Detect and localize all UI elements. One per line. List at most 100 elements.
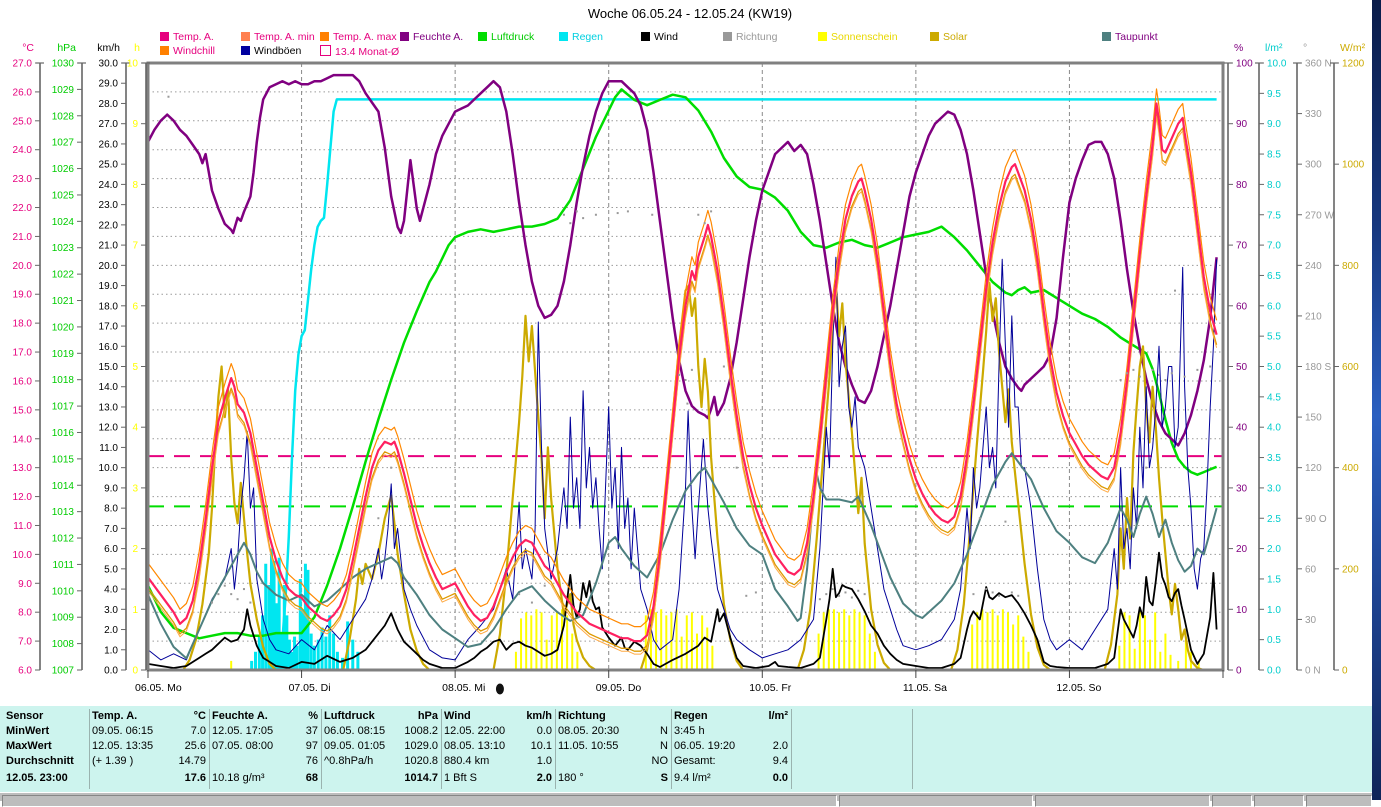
svg-text:0.0: 0.0 <box>1267 666 1281 677</box>
table-cell-value: 1029.0 <box>404 740 438 752</box>
legend-chip-icon <box>241 32 250 41</box>
wind-scale: 30.0 29.0 28.0 27.0 26.0 25.0 24.0 23.0 22.0 21.0… <box>97 42 130 677</box>
svg-text:12.0: 12.0 <box>13 492 33 503</box>
svg-text:15.0: 15.0 <box>13 405 33 416</box>
svg-text:10.0: 10.0 <box>13 550 33 561</box>
svg-text:0 N: 0 N <box>1305 666 1321 677</box>
moon-phase-icon <box>495 683 504 695</box>
svg-text:27.0: 27.0 <box>13 59 33 70</box>
table-row-header: Durchschnitt <box>6 755 74 767</box>
svg-text:1026: 1026 <box>52 164 75 175</box>
svg-text:20.0: 20.0 <box>13 261 33 272</box>
table-cell-value: 68 <box>305 772 318 784</box>
svg-text:1013: 1013 <box>52 507 75 518</box>
svg-text:19.0: 19.0 <box>99 281 119 292</box>
svg-text:270 W: 270 W <box>1305 210 1334 221</box>
table-cell-value: 9.4 <box>772 755 788 767</box>
plot-area[interactable] <box>148 63 1223 670</box>
svg-text:8: 8 <box>132 180 138 191</box>
desktop-background <box>1372 0 1381 800</box>
legend-chip-icon <box>641 32 650 41</box>
svg-text:1020: 1020 <box>52 322 75 333</box>
svg-text:24.0: 24.0 <box>13 145 33 156</box>
legend-chip-icon <box>478 32 487 41</box>
legend-chip-icon <box>723 32 732 41</box>
legend-chip-icon <box>160 46 169 55</box>
x-axis: 06.05. Mo 07.05. Di 08.05. Mi 09.05. Do 10.0… <box>135 670 1224 695</box>
svg-text:300: 300 <box>1305 160 1322 171</box>
legend-chip-icon <box>320 45 331 56</box>
table-divider <box>441 709 442 789</box>
humidity-scale-header: % <box>1234 42 1243 54</box>
legend-chip-icon <box>930 32 939 41</box>
table-cell-label: 9.4 l/m² <box>674 772 711 784</box>
svg-text:150: 150 <box>1305 413 1322 424</box>
legend-item-richtung: Richtung <box>723 31 777 43</box>
legend-chip-icon <box>160 32 169 41</box>
svg-text:26.0: 26.0 <box>99 139 119 150</box>
table-cell-label: 06.05. 08:15 <box>324 725 386 737</box>
day-label: 12.05. So <box>1056 682 1101 694</box>
svg-text:0: 0 <box>1342 666 1348 677</box>
svg-text:0: 0 <box>132 666 138 677</box>
svg-text:27.0: 27.0 <box>99 119 119 130</box>
svg-text:1021: 1021 <box>52 296 75 307</box>
svg-text:21.0: 21.0 <box>13 232 33 243</box>
svg-text:25.0: 25.0 <box>13 116 33 127</box>
table-cell-value: 76 <box>305 755 318 767</box>
svg-text:20: 20 <box>1236 544 1248 555</box>
svg-text:1015: 1015 <box>52 454 75 465</box>
pressure-scale: 1030 1029 1028 1027 1026 1025 1024 1023 1022 1021… <box>52 42 86 677</box>
table-cell-label: 06.05. 19:20 <box>674 740 736 752</box>
table-cell-value: 1008.2 <box>404 725 438 737</box>
svg-text:600: 600 <box>1342 362 1359 373</box>
svg-text:21.0: 21.0 <box>99 241 119 252</box>
legend-item-regen: Regen <box>559 31 603 43</box>
day-label: 10.05. Fr <box>749 682 792 694</box>
table-cell-value: 1014.7 <box>404 772 438 784</box>
svg-text:400: 400 <box>1342 463 1359 474</box>
svg-text:1027: 1027 <box>52 138 75 149</box>
weather-chart[interactable]: 27.026.025.024.023.022.021.020.019.018.0… <box>0 0 1372 700</box>
direction-scale: 360 N 330 300 270 W 240 210 180 S 150 120 90 O 60 3… <box>1293 42 1334 677</box>
table-cell-value: N <box>660 725 668 737</box>
svg-text:5.5: 5.5 <box>1267 332 1281 343</box>
svg-text:50: 50 <box>1236 362 1248 373</box>
svg-text:1200: 1200 <box>1342 59 1365 70</box>
svg-text:1017: 1017 <box>52 402 75 413</box>
svg-text:13.0: 13.0 <box>99 402 119 413</box>
svg-text:30: 30 <box>1305 615 1317 626</box>
table-cell-label: 880.4 km <box>444 755 490 767</box>
table-divider <box>912 709 913 789</box>
legend-item-wind: Wind <box>641 31 678 43</box>
svg-text:7.5: 7.5 <box>1267 210 1281 221</box>
table-cell-value: 1.0 <box>536 755 552 767</box>
svg-text:3.0: 3.0 <box>104 605 118 616</box>
svg-text:0: 0 <box>1236 666 1242 677</box>
table-cell-value: 10.1 <box>530 740 552 752</box>
table-cell-label: Gesamt: <box>674 755 716 767</box>
statusbar-panel <box>1306 795 1372 807</box>
svg-text:18.0: 18.0 <box>99 301 119 312</box>
day-label: 06.05. Mo <box>135 682 182 694</box>
svg-text:7.0: 7.0 <box>1267 241 1281 252</box>
svg-text:11.0: 11.0 <box>99 443 118 454</box>
table-col-luftdruck: Luftdruck hPa 06.05. 08:15 1008.2 09.05. 01:… <box>324 706 438 792</box>
svg-text:6: 6 <box>132 301 138 312</box>
svg-text:1018: 1018 <box>52 375 75 386</box>
table-cell-value: 2.0 <box>536 772 552 784</box>
table-cell-value: 17.6 <box>184 772 206 784</box>
series-temp <box>148 102 1218 643</box>
table-cell-label: 1 Bft S <box>444 772 478 784</box>
svg-text:4.0: 4.0 <box>104 585 118 596</box>
legend-chip-icon <box>818 32 827 41</box>
svg-text:11.0: 11.0 <box>13 521 32 532</box>
svg-text:1024: 1024 <box>52 217 75 228</box>
svg-text:8.5: 8.5 <box>1267 150 1281 161</box>
svg-text:4: 4 <box>132 423 138 434</box>
svg-text:1: 1 <box>132 605 138 616</box>
svg-text:17.0: 17.0 <box>13 348 33 359</box>
day-label: 11.05. Sa <box>903 682 947 694</box>
svg-text:10.0: 10.0 <box>99 463 119 474</box>
